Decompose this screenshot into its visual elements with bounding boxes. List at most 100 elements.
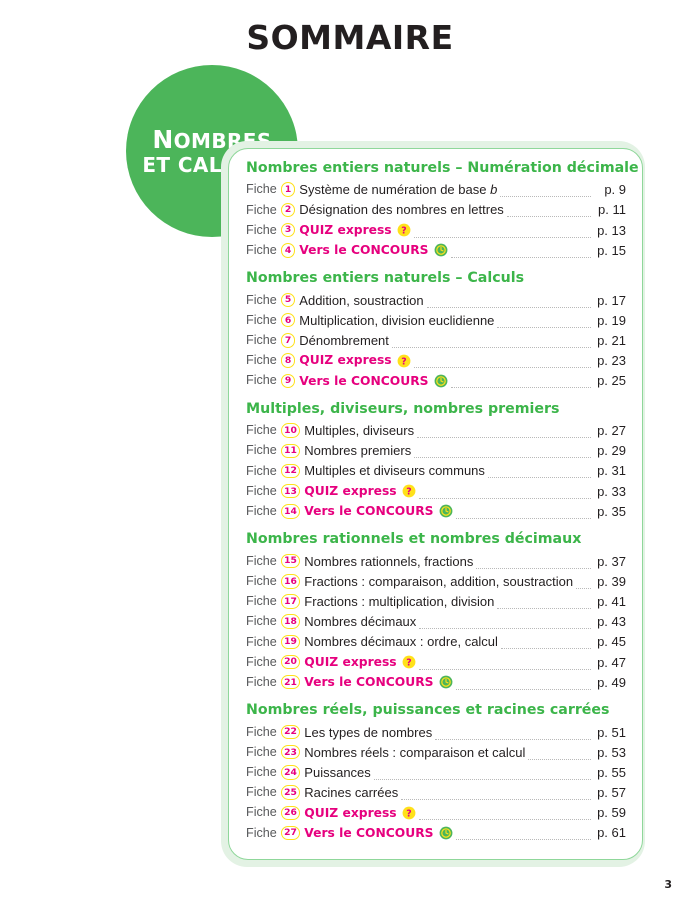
question-mark-badge-icon: ? (397, 223, 411, 237)
toc-entry[interactable]: Fiche 23 Nombres réels : comparaison et ca… (246, 742, 626, 762)
toc-entry[interactable]: Fiche 24 Puissances p. 55 (246, 762, 626, 782)
toc-entry-page-number: p. 59 (597, 805, 626, 821)
toc-entry-number-badge: 5 (280, 292, 296, 308)
toc-entry-page-number: p. 15 (597, 242, 626, 258)
toc-entry-fiche-label: Fiche (246, 333, 277, 348)
toc-entry-page-number: p. 35 (597, 503, 626, 519)
toc-entry-label: Désignation des nombres en lettres (299, 202, 504, 218)
toc-entry[interactable]: Fiche 18 Nombres décimaux p. 43 (246, 612, 626, 632)
toc-entry-fiche-label: Fiche (246, 674, 277, 689)
toc-section: Nombres entiers naturels – Numération dé… (246, 158, 639, 260)
clock-badge-icon (434, 243, 448, 257)
toc-entry-label: QUIZ express (304, 654, 397, 669)
toc-entry-fiche-label: Fiche (246, 312, 277, 327)
toc-section: Nombres entiers naturels – Calculs Fiche 5… (246, 268, 626, 391)
toc-entry-label: Nombres premiers (304, 443, 412, 459)
toc-entry-leader (476, 556, 591, 569)
toc-entry[interactable]: Fiche 10 Multiples, diviseurs p. 27 (246, 420, 626, 440)
toc-entry-number-badge: 19 (280, 634, 301, 650)
toc-section-title: Nombres rationnels et nombres décimaux (246, 531, 582, 548)
toc-entry-page-number: p. 43 (597, 614, 626, 630)
toc-entry-label: Addition, soustraction (299, 292, 424, 308)
toc-entry-fiche-label: Fiche (246, 765, 277, 780)
toc-entry-number-badge: 16 (280, 574, 301, 589)
toc-entry-fiche-label: Fiche (246, 785, 277, 800)
clock-badge-icon (439, 826, 453, 840)
toc-entry-page-number: p. 33 (597, 483, 626, 499)
toc-entry-number-badge: 26 (280, 805, 301, 820)
toc-entry[interactable]: Fiche 5 Addition, soustraction p. 17 (246, 290, 626, 310)
toc-entry-page-number: p. 13 (597, 222, 626, 238)
toc-entry-fiche-label: Fiche (246, 202, 277, 217)
toc-entry-page-number: p. 27 (597, 423, 626, 439)
toc-entry-fiche-label: Fiche (246, 553, 277, 568)
toc-entry-label: Fractions : comparaison, addition, soust… (304, 573, 574, 589)
toc-entry-label: Vers le CONCOURS (304, 504, 434, 519)
toc-entry[interactable]: Fiche 4 Vers le CONCOURS p. 15 (246, 240, 626, 260)
toc-entry[interactable]: Fiche 12 Multiples et diviseurs communs p. … (246, 461, 626, 481)
clock-badge-icon (439, 504, 453, 518)
toc-entry-number-badge: 3 (280, 222, 296, 238)
toc-entry[interactable]: Fiche 19 Nombres décimaux : ordre, calcul p… (246, 632, 626, 652)
toc-entry[interactable]: Fiche 21 Vers le CONCOURS p. 49 (246, 672, 626, 692)
toc-entry-leader (418, 657, 591, 670)
toc-entry-leader (413, 225, 591, 238)
toc-entry-leader (413, 355, 591, 369)
toc-entry-number-badge: 20 (280, 654, 301, 670)
toc-entry[interactable]: Fiche 9 Vers le CONCOURS p. 25 (246, 371, 626, 391)
toc-entry[interactable]: Fiche 25 Racines carrées p. 57 (246, 782, 626, 802)
toc-entry-number-badge: 22 (280, 724, 301, 740)
toc-card: Nombres entiers naturels – Numération dé… (228, 148, 643, 860)
toc-entry-page-number: p. 45 (597, 634, 626, 650)
toc-entry[interactable]: Fiche 8 QUIZ express? p. 23 (246, 351, 626, 371)
toc-entry[interactable]: Fiche 13 QUIZ express? p. 33 (246, 481, 626, 501)
toc-entry-fiche-label: Fiche (246, 805, 277, 820)
toc-entry[interactable]: Fiche 26 QUIZ express? p. 59 (246, 803, 626, 823)
toc-entry-label: Multiples, diviseurs (304, 423, 415, 439)
toc-entry[interactable]: Fiche 27 Vers le CONCOURS p. 61 (246, 823, 626, 843)
toc-entry-number-badge: 6 (280, 312, 296, 328)
toc-entry-label-italic: b (490, 182, 498, 198)
toc-entry-leader (426, 295, 591, 308)
toc-entry-page-number: p. 21 (597, 332, 626, 348)
toc-entry-page-number: p. 23 (597, 353, 626, 369)
svg-text:?: ? (406, 486, 411, 497)
toc-entry[interactable]: Fiche 14 Vers le CONCOURS p. 35 (246, 501, 626, 521)
toc-entry-fiche-label: Fiche (246, 463, 277, 478)
toc-entry[interactable]: Fiche 6 Multiplication, division euclidien… (246, 310, 626, 330)
toc-entry-leader (455, 677, 591, 690)
toc-entry-page-number: p. 29 (597, 443, 626, 459)
toc-entry-leader (418, 486, 591, 499)
toc-entry[interactable]: Fiche 20 QUIZ express? p. 47 (246, 652, 626, 672)
toc-entry-label: Vers le CONCOURS (304, 675, 434, 690)
toc-entry-page-number: p. 57 (597, 785, 626, 801)
toc-entry-label: Nombres décimaux (304, 614, 417, 630)
toc-entry[interactable]: Fiche 17 Fractions : multiplication, divis… (246, 591, 626, 611)
page-title: SOMMAIRE (246, 18, 454, 57)
toc-entry-leader (455, 506, 591, 519)
toc-entry-page-number: p. 47 (597, 654, 626, 670)
toc-entry[interactable]: Fiche 11 Nombres premiers p. 29 (246, 441, 626, 461)
toc-entry-leader (497, 315, 591, 328)
toc-entry[interactable]: Fiche 16 Fractions : comparaison, addition… (246, 571, 626, 591)
toc-entry-leader (414, 445, 591, 459)
svg-text:?: ? (406, 657, 411, 668)
toc-entry[interactable]: Fiche 1 Système de numération de base b p. … (246, 180, 626, 200)
toc-entry-page-number: p. 25 (597, 373, 626, 389)
toc-entry[interactable]: Fiche 15 Nombres rationnels, fractions p. 3… (246, 551, 626, 571)
toc-section: Nombres réels, puissances et racines car… (246, 700, 626, 843)
toc-entry-number-badge: 7 (280, 333, 296, 348)
toc-entry[interactable]: Fiche 7 Dénombrement p. 21 (246, 330, 626, 350)
toc-entry-number-badge: 9 (280, 373, 296, 389)
toc-entry-leader (373, 767, 591, 780)
toc-entry-number-badge: 23 (280, 744, 301, 760)
toc-entry-fiche-label: Fiche (246, 504, 277, 519)
toc-entry[interactable]: Fiche 3 QUIZ express? p. 13 (246, 220, 626, 240)
toc-section-title: Nombres entiers naturels – Calculs (246, 270, 525, 287)
toc-entry-leader (450, 375, 591, 389)
toc-entry-number-badge: 12 (280, 463, 301, 479)
toc-entry[interactable]: Fiche 2 Désignation des nombres en lettres… (246, 200, 626, 220)
toc-entry[interactable]: Fiche 22 Les types de nombres p. 51 (246, 722, 626, 742)
toc-entry-label: Multiples et diviseurs communs (304, 463, 485, 479)
toc-entry-number-badge: 25 (280, 785, 301, 800)
